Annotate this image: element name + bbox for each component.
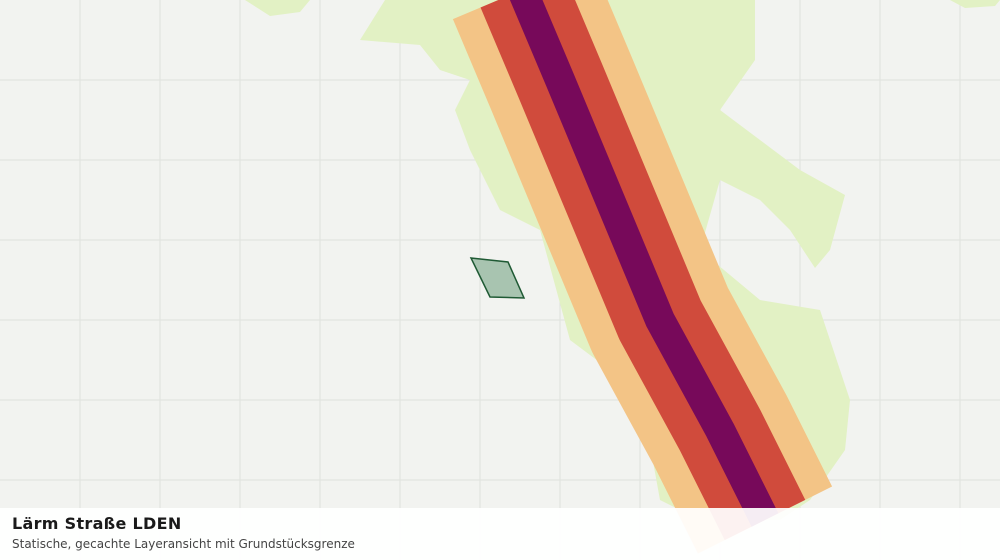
layer-subtitle: Statische, gecachte Layeransicht mit Gru…: [12, 537, 355, 551]
noise-zone-very-high: [509, 0, 779, 527]
legend-footer: Lärm Straße LDEN Statische, gecachte Lay…: [0, 508, 1000, 560]
layer-title: Lärm Straße LDEN: [12, 514, 182, 533]
parcel-boundary: [469, 257, 526, 299]
noise-zones: [452, 0, 833, 554]
